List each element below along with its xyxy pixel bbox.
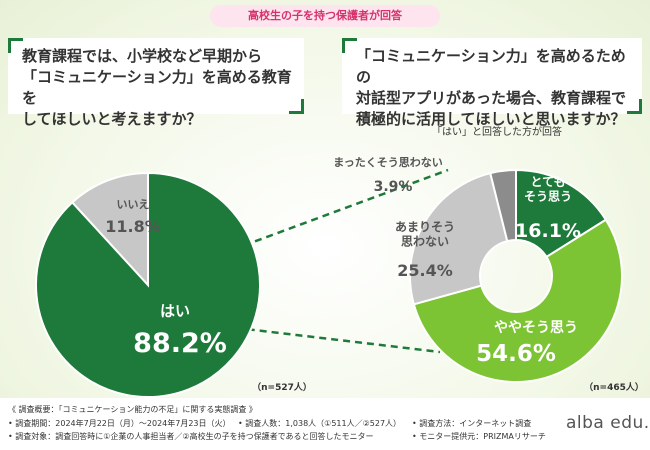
- donut-label-somewhat: ややそう思う: [494, 320, 578, 336]
- pie-label-no: いいえ: [117, 198, 150, 211]
- donut-label-not-at-all: まったくそう思わない: [333, 156, 443, 169]
- donut-label-not-much: あまりそう思わない: [395, 220, 455, 248]
- footer-title: 《 調査概要：「コミュニケーション能力の不足」に関する実態調査 》: [8, 405, 257, 414]
- footer-method: • 調査方法：インターネット調査: [412, 419, 532, 428]
- donut-value-very: 16.1%: [515, 220, 581, 242]
- question-2-text: 「コミュニケーション力」を高めるための 対話型アプリがあった場合、教育課程で 積…: [356, 47, 627, 128]
- question-1-box: 教育課程では、小学校など早期から 「コミュニケーション力」を高める教育を してほ…: [8, 38, 304, 128]
- pie-value-yes: 88.2%: [133, 328, 227, 359]
- footer-monitor: • モニター提供元：PRIZMAリサーチ: [412, 432, 546, 441]
- corner-bracket: [342, 38, 357, 53]
- corner-bracket: [8, 38, 23, 53]
- pie-value-no: 11.8%: [105, 217, 161, 236]
- pie-slice-no: [70, 171, 149, 288]
- pie-label-yes: はい: [160, 302, 190, 320]
- donut-slice-3: [489, 168, 517, 243]
- footer-target: • 調査対象：調査回答時に①企業の人事担当者／②高校生の子を持つ保護者であると回…: [8, 432, 374, 441]
- donut-slice-2: [409, 171, 509, 306]
- donut-label-very: とてもそう思う: [524, 175, 572, 203]
- footer-respondents: • 調査人数：1,038人（①511人／②527人）: [238, 419, 402, 428]
- question-2-box: 「コミュニケーション力」を高めるための 対話型アプリがあった場合、教育課程で 積…: [342, 38, 642, 128]
- donut-subnote: 「はい」と回答した方が回答: [432, 127, 562, 138]
- alba-edu-logo: alba edu.: [566, 413, 650, 433]
- donut-slice-0: [515, 168, 608, 259]
- footer-period: • 調査期間：2024年7月22日（月）～2024年7月23日（火）: [8, 419, 231, 428]
- corner-bracket: [289, 99, 304, 114]
- corner-bracket: [627, 99, 642, 114]
- pie-n-label: （n=527人）: [252, 381, 312, 393]
- donut-slice-1: [412, 218, 623, 383]
- survey-banner: 高校生の子を持つ保護者が回答: [210, 5, 440, 27]
- donut-value-not-at-all: 3.9%: [374, 179, 413, 195]
- survey-footer: 《 調査概要：「コミュニケーション能力の不足」に関する実態調査 》 • 調査期間…: [0, 398, 650, 450]
- question-1-text: 教育課程では、小学校など早期から 「コミュニケーション力」を高める教育を してほ…: [22, 47, 292, 128]
- donut-value-not-much: 25.4%: [397, 261, 453, 280]
- donut-n-label: （n=465人）: [584, 381, 644, 393]
- donut-value-somewhat: 54.6%: [476, 341, 556, 367]
